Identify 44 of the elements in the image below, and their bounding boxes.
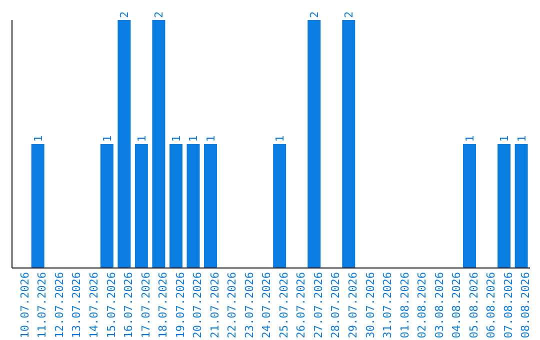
x-tick-label: 17.07.2026	[139, 272, 152, 338]
x-tick-label: 04.08.2026	[450, 272, 464, 338]
data-label: 1	[135, 135, 148, 142]
x-tick-label: 08.08.2026	[519, 272, 532, 338]
data-label: 2	[118, 11, 132, 18]
x-tick-label: 28.07.2026	[329, 272, 342, 338]
x-tick-label: 31.07.2026	[381, 272, 394, 338]
x-tick-label: 10.07.2026	[18, 272, 32, 338]
data-label: 2	[342, 11, 356, 18]
x-tick-label: 05.08.2026	[467, 272, 480, 338]
x-tick-label: 03.08.2026	[432, 272, 446, 338]
data-label: 1	[187, 135, 200, 142]
x-tick-label: 01.08.2026	[398, 272, 412, 338]
data-label: 1	[274, 135, 287, 142]
data-label: 2	[308, 11, 322, 18]
x-tick-label: 14.07.2026	[88, 272, 101, 338]
x-tick-label: 30.07.2026	[364, 272, 377, 338]
x-tick-label: 07.08.2026	[502, 272, 515, 338]
x-tick-label: 23.07.2026	[242, 272, 256, 338]
data-label: 1	[32, 135, 45, 142]
x-tick-label: 19.07.2026	[174, 272, 187, 338]
x-tick-label: 11.07.2026	[36, 272, 49, 338]
data-label: 1	[498, 135, 512, 142]
x-tick-label: 26.07.2026	[294, 272, 308, 338]
x-tick-label: 13.07.2026	[70, 272, 84, 338]
x-tick-label: 12.07.2026	[52, 272, 66, 338]
data-label: 1	[515, 135, 528, 142]
x-tick-label: 25.07.2026	[277, 272, 290, 338]
data-label: 1	[170, 135, 183, 142]
x-tick-label: 06.08.2026	[484, 272, 498, 338]
data-label: 1	[100, 135, 114, 142]
x-tick-label: 29.07.2026	[346, 272, 360, 338]
x-tick-label: 02.08.2026	[416, 272, 429, 338]
data-label: 1	[464, 135, 477, 142]
data-label: 1	[204, 135, 218, 142]
x-tick-label: 27.07.2026	[312, 272, 325, 338]
data-label: 2	[152, 11, 166, 18]
x-tick-label: 20.07.2026	[191, 272, 204, 338]
x-tick-label: 22.07.2026	[226, 272, 239, 338]
x-tick-label: 16.07.2026	[122, 272, 136, 338]
x-tick-label: 18.07.2026	[156, 272, 170, 338]
x-tick-label: 21.07.2026	[208, 272, 222, 338]
x-tick-label: 24.07.2026	[260, 272, 274, 338]
x-tick-label: 15.07.2026	[104, 272, 118, 338]
